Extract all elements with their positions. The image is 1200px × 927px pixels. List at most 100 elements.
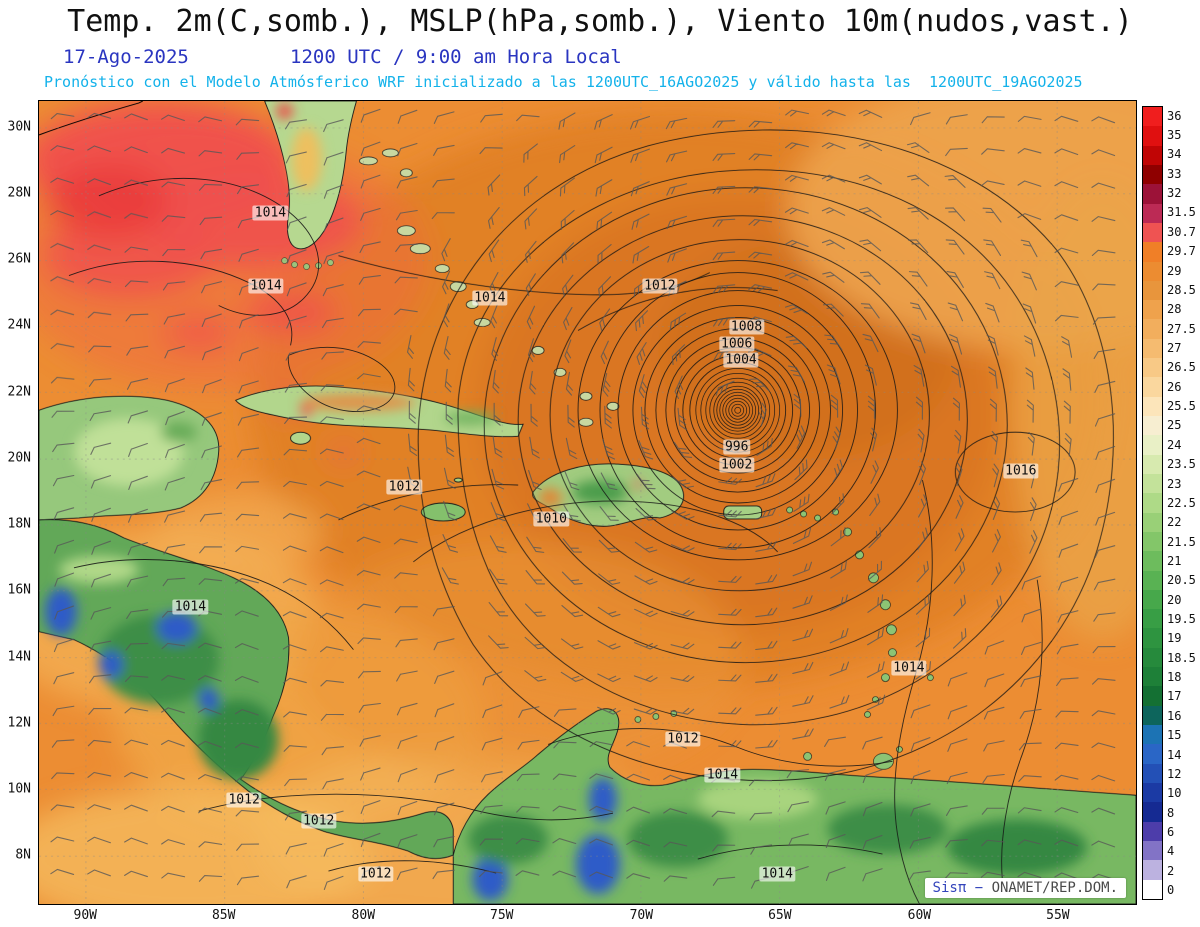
- colorbar-tick-label: 29: [1167, 263, 1182, 278]
- colorbar-swatch: [1143, 840, 1162, 861]
- longitude-tick-label: 80W: [351, 908, 376, 923]
- colorbar-swatch: [1143, 358, 1162, 378]
- colorbar-swatch: [1143, 203, 1162, 223]
- colorbar-tick-label: 17: [1167, 689, 1182, 704]
- temperature-colorbar: 36 35 34 33 32 31.5 30.7 29.7 29 28.5 28 27.5 27 26.5…: [1142, 106, 1196, 900]
- longitude-tick-label: 85W: [211, 908, 236, 923]
- colorbar-tick-label: 25.5: [1167, 399, 1196, 414]
- colorbar-swatch: [1143, 338, 1162, 359]
- longitude-tick-label: 55W: [1046, 908, 1070, 923]
- colorbar-swatch: [1143, 454, 1162, 474]
- colorbar-tick-label: 19.5: [1167, 612, 1196, 627]
- page-title: Temp. 2m(C,somb.), MSLP(hPa,somb.), Vien…: [67, 4, 1133, 39]
- colorbar-swatch: [1143, 493, 1162, 513]
- colorbar-swatch: [1143, 435, 1162, 455]
- watermark: Sisπ − ONAMET/REP.DOM.: [924, 878, 1126, 898]
- colorbar-tick-label: 33: [1167, 166, 1182, 181]
- colorbar-tick-label: 21.5: [1167, 534, 1196, 549]
- colorbar-swatch: [1143, 145, 1162, 165]
- colorbar-tick-label: 34: [1167, 147, 1182, 162]
- latitude-tick-label: 18N: [7, 516, 31, 532]
- colorbar-swatch: [1143, 589, 1162, 610]
- colorbar-tick-label: 23: [1167, 476, 1182, 491]
- colorbar-tick-label: 6: [1167, 824, 1175, 839]
- colorbar-tick-label: 16: [1167, 708, 1182, 723]
- latitude-tick-label: 12N: [7, 715, 31, 731]
- colorbar-swatch: [1143, 647, 1162, 668]
- colorbar-swatch: [1143, 551, 1162, 571]
- graticule: [39, 101, 1136, 904]
- colorbar-labels: 36 35 34 33 32 31.5 30.7 29.7 29 28.5 28 27.5 27 26.5…: [1167, 106, 1196, 900]
- forecast-date: 17-Ago-2025: [63, 46, 189, 68]
- latitude-tick-label: 22N: [7, 384, 31, 400]
- colorbar-swatch: [1143, 821, 1162, 841]
- colorbar-tick-label: 30.7: [1167, 224, 1196, 239]
- colorbar-tick-label: 22: [1167, 515, 1182, 530]
- forecast-time: 1200 UTC / 9:00 am Hora Local: [290, 46, 622, 68]
- colorbar-swatch: [1143, 377, 1162, 397]
- colorbar-tick-label: 25: [1167, 418, 1182, 433]
- colorbar-tick-label: 18.5: [1167, 650, 1196, 665]
- latitude-tick-label: 8N: [15, 847, 31, 863]
- colorbar-swatch: [1143, 416, 1162, 436]
- colorbar-tick-label: 31.5: [1167, 205, 1196, 220]
- colorbar-tick-label: 21: [1167, 553, 1182, 568]
- colorbar-tick-label: 15: [1167, 728, 1182, 743]
- colorbar-tick-label: 20: [1167, 592, 1182, 607]
- colorbar-tick-label: 26.5: [1167, 360, 1196, 375]
- colorbar-tick-label: 27.5: [1167, 321, 1196, 336]
- colorbar-tick-label: 8: [1167, 805, 1175, 820]
- colorbar-tick-label: 29.7: [1167, 244, 1196, 259]
- model-info-line: Pronóstico con el Modelo Atmósferico WRF…: [44, 73, 1083, 91]
- colorbar-swatch: [1143, 763, 1162, 783]
- map-plot-area: 1014 1014 1014 1012 1008 1006 1004 996 1002 1012 1…: [38, 100, 1137, 905]
- colorbar-swatches: [1142, 106, 1163, 900]
- colorbar-swatch: [1143, 300, 1162, 320]
- latitude-tick-label: 26N: [7, 251, 31, 267]
- colorbar-tick-label: 20.5: [1167, 573, 1196, 588]
- longitude-axis: 90W 85W 80W 75W 70W 65W 60W 55W: [38, 907, 1137, 925]
- wind-barbs-layer: [50, 108, 1116, 890]
- colorbar-tick-label: 14: [1167, 747, 1182, 762]
- watermark-org: ONAMET/REP.DOM.: [991, 880, 1118, 896]
- colorbar-swatch: [1143, 860, 1162, 880]
- colorbar-swatch: [1143, 667, 1162, 687]
- watermark-brand: Sisπ −: [932, 880, 992, 896]
- colorbar-tick-label: 18: [1167, 670, 1182, 685]
- latitude-tick-label: 10N: [7, 781, 31, 797]
- colorbar-tick-label: 4: [1167, 844, 1175, 859]
- colorbar-swatch: [1143, 531, 1162, 552]
- colorbar-swatch: [1143, 319, 1162, 339]
- colorbar-swatch: [1143, 473, 1162, 494]
- colorbar-tick-label: 26: [1167, 379, 1182, 394]
- colorbar-swatch: [1143, 744, 1162, 764]
- latitude-tick-label: 16N: [7, 582, 31, 598]
- latitude-tick-label: 24N: [7, 317, 31, 333]
- colorbar-swatch: [1143, 126, 1162, 146]
- colorbar-swatch: [1143, 222, 1162, 243]
- colorbar-tick-label: 36: [1167, 108, 1182, 123]
- colorbar-tick-label: 24: [1167, 437, 1182, 452]
- colorbar-tick-label: 23.5: [1167, 457, 1196, 472]
- longitude-tick-label: 65W: [768, 908, 792, 923]
- colorbar-tick-label: 35: [1167, 128, 1182, 143]
- latitude-tick-label: 28N: [7, 185, 31, 201]
- map-graphic: [39, 101, 1136, 904]
- colorbar-swatch: [1143, 184, 1162, 204]
- colorbar-tick-label: 22.5: [1167, 495, 1196, 510]
- colorbar-tick-label: 28: [1167, 302, 1182, 317]
- latitude-axis: 30N 28N 26N 24N 22N 20N 18N 16N 14N 12N 10N 8N: [0, 100, 35, 905]
- landmasses: [39, 101, 1136, 904]
- colorbar-swatch: [1143, 242, 1162, 262]
- colorbar-swatch: [1143, 705, 1162, 725]
- colorbar-swatch: [1143, 725, 1162, 745]
- colorbar-swatch: [1143, 280, 1162, 301]
- colorbar-tick-label: 2: [1167, 863, 1175, 878]
- colorbar-swatch: [1143, 686, 1162, 706]
- colorbar-swatch: [1143, 261, 1162, 281]
- longitude-tick-label: 75W: [490, 908, 514, 923]
- colorbar-swatch: [1143, 802, 1162, 822]
- colorbar-swatch: [1143, 396, 1162, 416]
- colorbar-swatch: [1143, 570, 1162, 590]
- colorbar-tick-label: 19: [1167, 631, 1182, 646]
